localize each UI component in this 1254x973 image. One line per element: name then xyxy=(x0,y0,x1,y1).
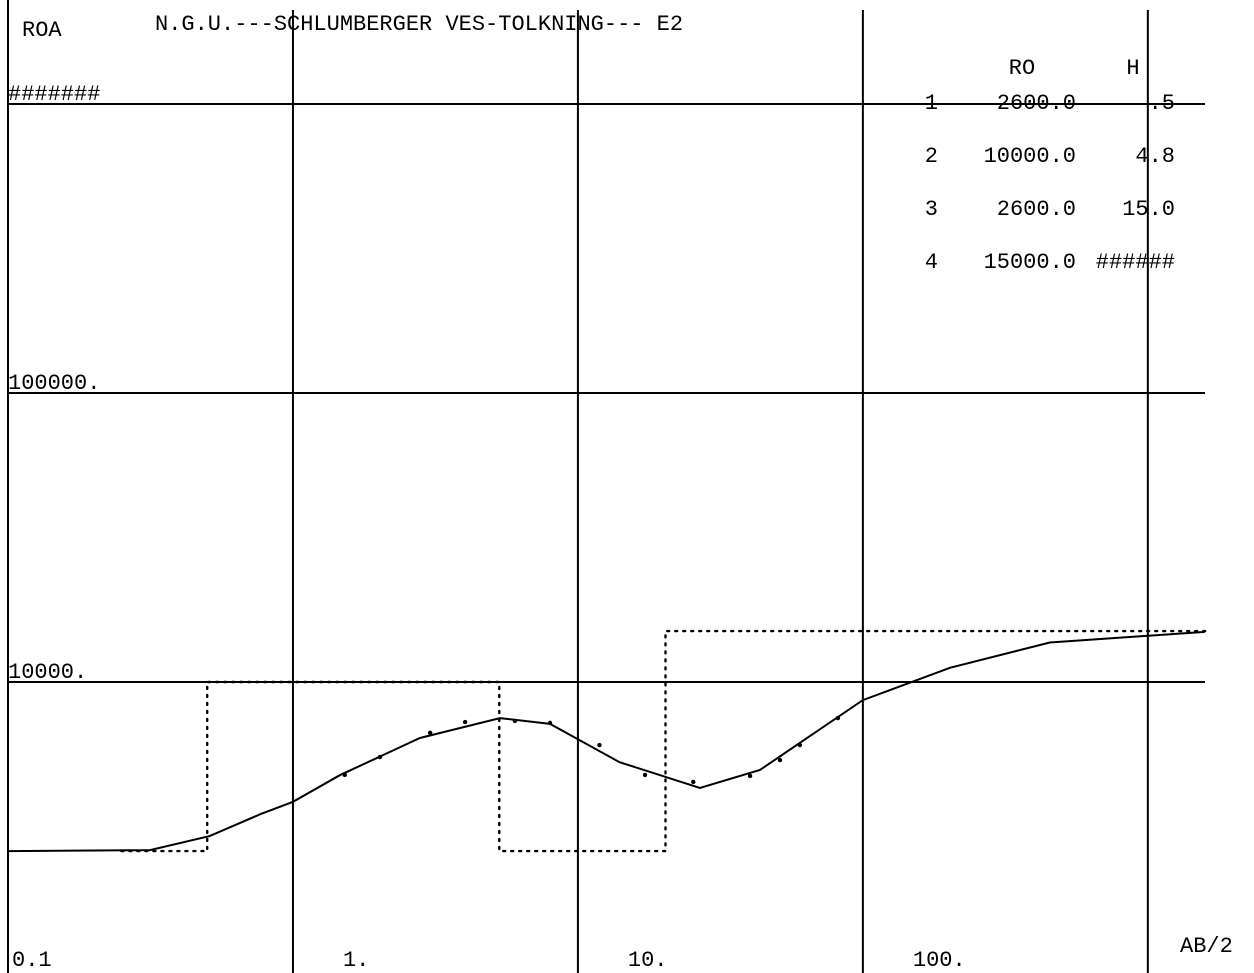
x-tick-label: 1. xyxy=(343,948,369,973)
table-cell: 1 xyxy=(925,91,938,116)
table-header: H xyxy=(1126,56,1139,81)
table-cell: 15.0 xyxy=(1122,197,1175,222)
table-cell: 10000.0 xyxy=(984,144,1076,169)
data-point xyxy=(427,730,433,736)
chart-title: N.G.U.---SCHLUMBERGER VES-TOLKNING--- E2 xyxy=(155,12,683,37)
table-cell: ###### xyxy=(1096,250,1175,275)
data-point xyxy=(462,719,468,725)
table-cell: 2600.0 xyxy=(997,197,1076,222)
x-tick-label: 100. xyxy=(913,948,966,973)
table-header: RO xyxy=(1009,56,1035,81)
y-tick-label: 10000. xyxy=(8,660,87,685)
data-point xyxy=(747,773,753,779)
y-tick-label: ####### xyxy=(8,82,100,107)
data-point xyxy=(777,757,783,763)
data-point xyxy=(512,718,518,724)
data-point xyxy=(547,720,553,726)
x-tick-label: 10. xyxy=(628,948,668,973)
data-point xyxy=(377,754,383,760)
data-point xyxy=(835,715,841,721)
data-point xyxy=(691,779,696,785)
table-cell: 3 xyxy=(925,197,938,222)
y-tick-label: 100000. xyxy=(8,371,100,396)
table-cell: 15000.0 xyxy=(984,250,1076,275)
data-point xyxy=(342,772,347,778)
x-tick-label: 0.1 xyxy=(12,948,52,973)
table-cell: 2 xyxy=(925,144,938,169)
table-cell: 4 xyxy=(925,250,938,275)
data-point xyxy=(797,742,803,748)
layer-model xyxy=(120,629,1208,853)
table-cell: 2600.0 xyxy=(997,91,1076,116)
x-axis-label: AB/2 xyxy=(1180,934,1233,959)
model-curve xyxy=(7,630,1205,853)
data-point xyxy=(642,772,648,778)
data-point xyxy=(597,742,602,748)
y-axis-label: ROA xyxy=(22,18,62,43)
table-cell: .5 xyxy=(1149,91,1175,116)
table-cell: 4.8 xyxy=(1135,144,1175,169)
